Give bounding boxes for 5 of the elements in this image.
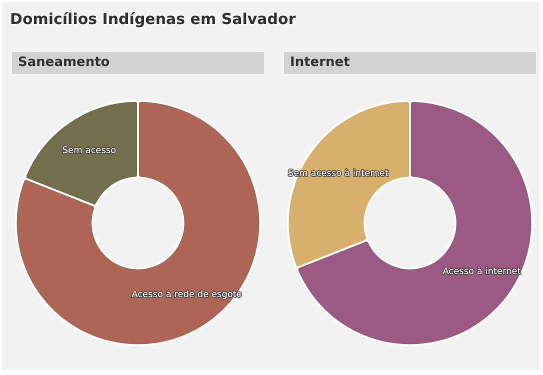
text: Domicílios Indígenas em Salvador: [10, 10, 296, 28]
chart-title: Internet: [284, 52, 536, 74]
slice-label: Acesso à internet: [442, 266, 522, 277]
chart-title: Saneamento: [12, 52, 264, 74]
slice-label: Sem acesso: [62, 146, 117, 156]
